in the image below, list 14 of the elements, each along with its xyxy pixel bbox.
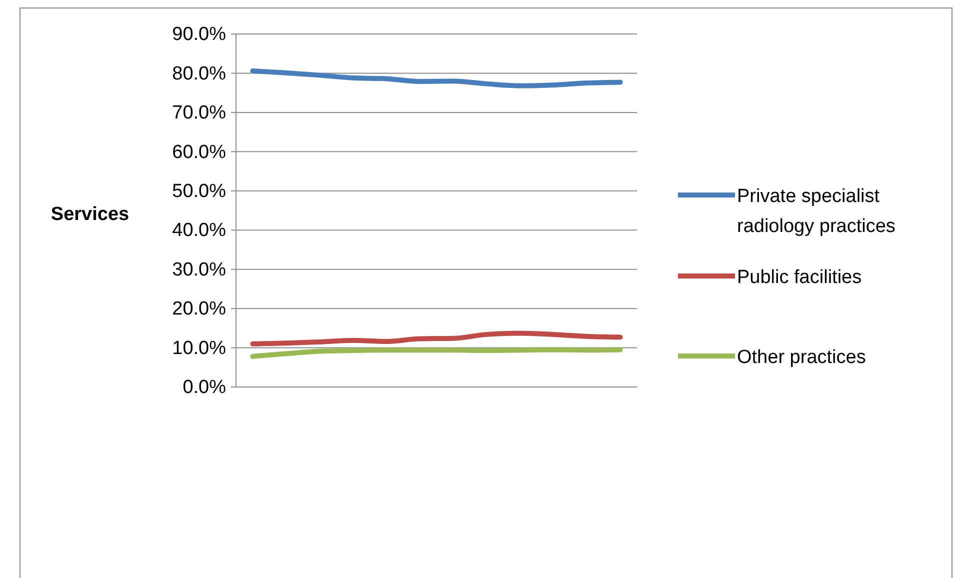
y-tick-label: 60.0% [172, 142, 226, 163]
y-tick-label: 70.0% [172, 102, 226, 124]
legend-label: Private specialist radiology practices [737, 186, 896, 237]
y-tick-label: 40.0% [172, 220, 226, 242]
y-axis-title: Services [50, 204, 130, 225]
y-tick-label: 80.0% [172, 63, 226, 84]
legend-label: Public facilities [737, 267, 862, 288]
y-tick-label: 0.0% [182, 377, 226, 398]
y-tick-label: 30.0% [172, 259, 226, 280]
y-tick-label: 90.0% [172, 24, 226, 46]
y-tick-label: 50.0% [172, 180, 226, 202]
y-tick-label: 10.0% [172, 338, 226, 359]
y-tick-label: 20.0% [172, 298, 226, 320]
legend-label: Other practices [737, 347, 866, 368]
